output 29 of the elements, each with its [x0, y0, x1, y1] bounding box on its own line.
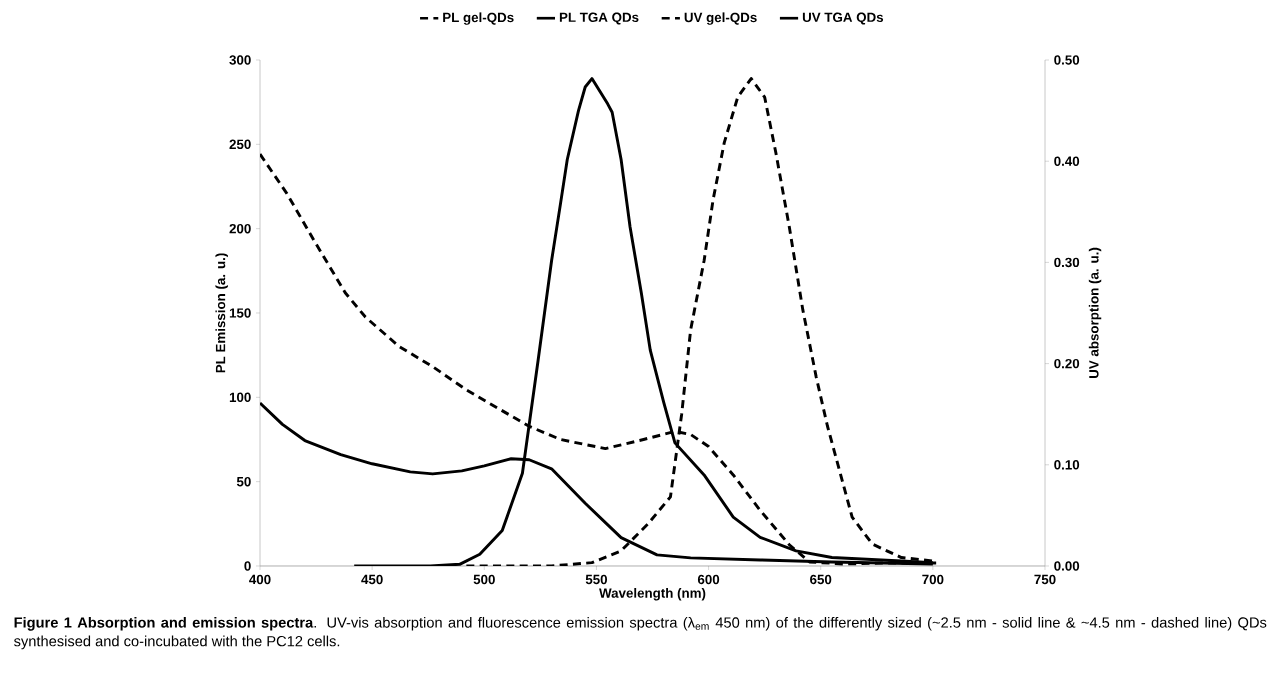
legend-label: UV TGA QDs [802, 12, 884, 25]
y2-tick-label: 0.20 [1054, 358, 1080, 369]
y-tick-label: 250 [229, 139, 251, 150]
y2-tick-label: 0.10 [1054, 460, 1080, 470]
x-tick-label: 600 [697, 574, 720, 585]
x-tick-label: 500 [473, 574, 495, 585]
x-axis-title: Wavelength (nm) [599, 587, 706, 601]
legend-label: PL TGA QDs [559, 12, 639, 25]
text: Figure 1 Absorption and emission spectra. UV-vis absorption and fluorescence emission spectra (λ$_{em}$ 450 nm) of the differently sized (~2.5 nm - solid line & ~4.5 nm - dashed line) QDs synthesised and co-incubated with the PC12 cells. [14, 616, 1267, 650]
y2-tick-label: 0.00 [1054, 561, 1080, 571]
x-tick-label: 700 [922, 574, 944, 585]
x-tick-label: 450 [361, 574, 383, 585]
y-tick-label: 200 [229, 223, 251, 234]
x-tick-label: 650 [810, 574, 832, 585]
y-tick-label: 0 [244, 561, 251, 571]
y-tick-label: 300 [229, 55, 251, 65]
legend-label: PL gel-QDs [443, 12, 514, 25]
y2-axis-title: UV absorption (a. u.) [1088, 247, 1102, 379]
y-axis-title: PL Emission (a. u.) [215, 253, 228, 373]
y-tick-label: 50 [236, 476, 251, 487]
y-tick-label: 100 [229, 392, 251, 403]
y2-tick-label: 0.50 [1054, 55, 1080, 65]
y2-tick-label: 0.40 [1054, 156, 1080, 166]
y2-tick-label: 0.30 [1054, 257, 1080, 268]
x-tick-label: 750 [1034, 574, 1056, 585]
x-tick-label: 400 [249, 574, 271, 585]
y-tick-label: 150 [229, 308, 251, 318]
legend-label: UV gel-QDs [684, 12, 757, 25]
x-tick-label: 550 [585, 574, 608, 585]
